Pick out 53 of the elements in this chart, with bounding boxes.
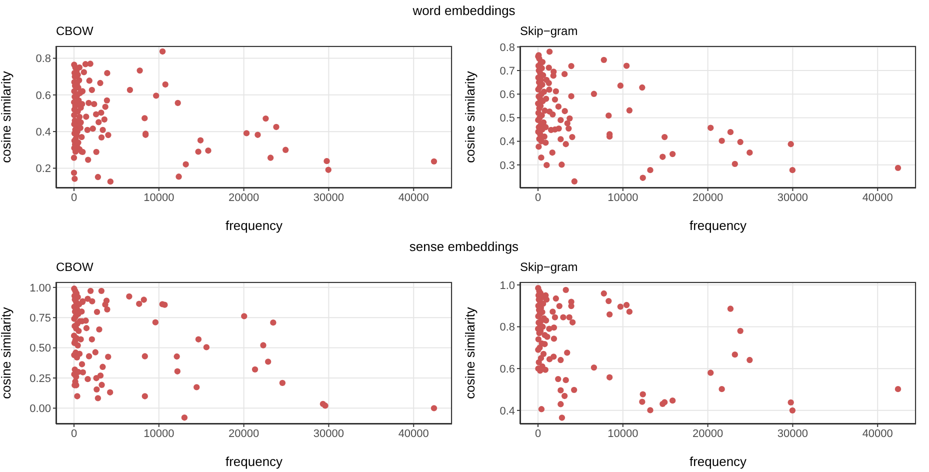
chart-title: word embeddings xyxy=(412,2,516,20)
y-tick-label: 0.4 xyxy=(500,136,515,148)
chart-title: sense embeddings xyxy=(408,238,520,256)
y-tick-label: 0.8 xyxy=(500,322,515,334)
x-tick-label: 30000 xyxy=(313,192,344,204)
y-tick-label: 0.4 xyxy=(500,405,515,418)
y-tick-label: 0.50 xyxy=(30,342,51,355)
x-tick-label: 0 xyxy=(70,192,78,204)
y-tick-label: 0.5 xyxy=(500,112,515,125)
x-axis-title: frequency xyxy=(689,218,748,233)
x-tick-label: 0 xyxy=(534,192,542,204)
x-tick-label: 0 xyxy=(70,428,78,440)
y-tick-label: 0.2 xyxy=(36,163,51,176)
x-tick-label: 40000 xyxy=(862,428,893,440)
x-tick-label: 30000 xyxy=(313,428,344,440)
y-tick-label: 0.6 xyxy=(500,89,515,102)
x-tick-label: 10000 xyxy=(144,428,174,440)
x-tick-label: 30000 xyxy=(777,428,808,440)
chart-subtitle: CBOW xyxy=(55,23,94,40)
x-tick-label: 40000 xyxy=(398,192,429,204)
x-axis-title: frequency xyxy=(689,454,748,469)
y-axis-title: cosine similarity xyxy=(0,70,14,163)
y-tick-label: 0.8 xyxy=(500,42,515,54)
x-tick-label: 20000 xyxy=(228,428,260,440)
x-tick-label: 0 xyxy=(534,428,542,440)
x-axis-title: frequency xyxy=(225,218,284,233)
x-tick-label: 20000 xyxy=(228,192,260,204)
x-tick-label: 40000 xyxy=(398,428,429,440)
chart-subtitle: Skip−gram xyxy=(519,259,579,276)
y-tick-label: 0.6 xyxy=(500,363,515,376)
y-tick-label: 1.0 xyxy=(500,280,515,292)
x-tick-label: 20000 xyxy=(692,192,724,204)
y-axis-title: cosine similarity xyxy=(462,306,478,399)
x-tick-label: 10000 xyxy=(144,192,174,204)
x-tick-label: 30000 xyxy=(777,192,808,204)
chart-subtitle: CBOW xyxy=(55,259,94,276)
x-tick-label: 10000 xyxy=(608,192,638,204)
y-tick-label: 0.4 xyxy=(36,126,51,138)
x-axis-title: frequency xyxy=(225,454,284,469)
y-tick-label: 0.00 xyxy=(30,403,51,416)
y-tick-label: 0.7 xyxy=(500,65,515,78)
y-axis-title: cosine similarity xyxy=(0,306,14,399)
chart-subtitle: Skip−gram xyxy=(519,23,579,40)
y-tick-label: 0.8 xyxy=(36,53,51,66)
x-tick-label: 10000 xyxy=(608,428,638,440)
y-tick-label: 0.3 xyxy=(500,160,515,172)
y-tick-label: 0.25 xyxy=(30,372,51,385)
y-axis-title: cosine similarity xyxy=(462,70,478,163)
x-tick-label: 20000 xyxy=(692,428,724,440)
y-tick-label: 0.6 xyxy=(36,90,51,102)
x-tick-label: 40000 xyxy=(862,192,893,204)
y-tick-label: 1.00 xyxy=(30,282,51,294)
y-tick-label: 0.75 xyxy=(30,312,51,325)
